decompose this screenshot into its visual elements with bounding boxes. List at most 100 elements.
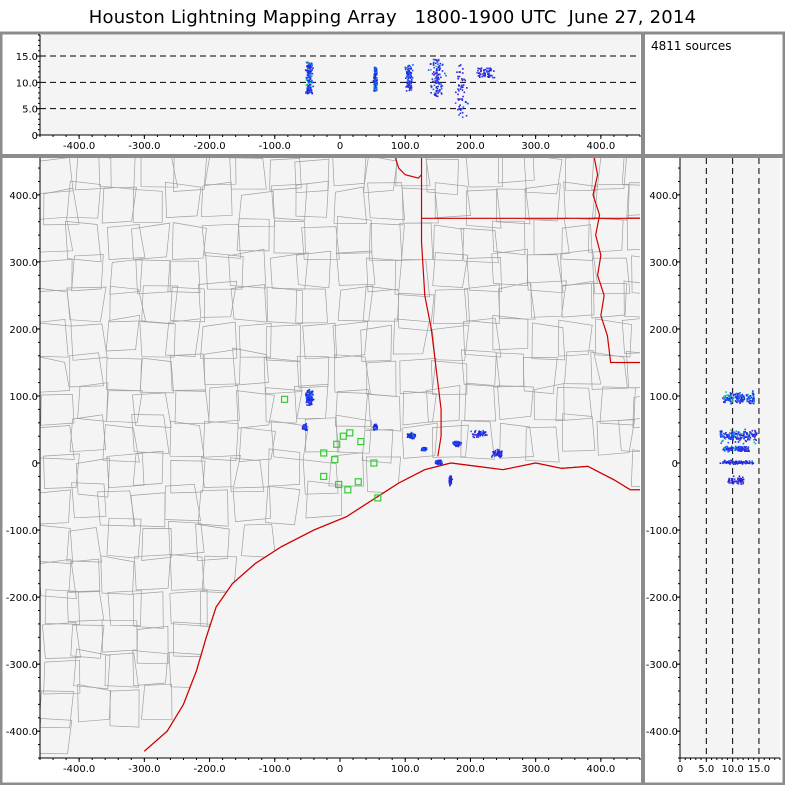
county-outline [497, 158, 535, 184]
lightning-source-point [457, 99, 460, 101]
lightning-source-point [435, 68, 438, 70]
lightning-source-point [410, 436, 413, 439]
y-tick-label: 15.0 [16, 52, 38, 63]
lightning-source-point [729, 399, 731, 402]
lightning-source-point [477, 434, 480, 437]
lightning-source-point [748, 438, 751, 441]
lightning-source-point [725, 462, 727, 465]
lightning-source-point [434, 82, 437, 84]
lightning-source-point [309, 75, 312, 78]
right-reference-lines [705, 158, 760, 758]
lightning-source-point [485, 70, 488, 72]
lightning-source-point [749, 395, 751, 397]
x-tick-label: -100.0 [259, 141, 291, 152]
county-outline [205, 252, 244, 290]
lightning-source-point [479, 431, 482, 433]
county-outline [101, 619, 138, 653]
y-tick-label: 300.0 [9, 258, 38, 269]
lightning-source-point [460, 86, 462, 88]
lightning-source-point [751, 433, 753, 435]
county-outline [269, 252, 309, 290]
lightning-source-point [749, 399, 752, 402]
lightning-source-point [305, 395, 308, 397]
lightning-source-point [490, 69, 492, 72]
lightning-source-point [307, 85, 310, 87]
map-axes: -400.0 -300.0 -200.0 -100.0 0 100.0 200.0 300.0… [6, 158, 641, 775]
lightning-source-point [739, 402, 741, 404]
lightning-source-point [734, 432, 737, 435]
lightning-source-point [488, 73, 491, 76]
lightning-source-point [457, 88, 459, 90]
lightning-source-point [307, 399, 310, 402]
lightning-source-point [740, 447, 742, 450]
lightning-source-point [305, 69, 308, 72]
lightning-source-point [730, 436, 732, 439]
lightning-source-point [450, 482, 453, 485]
lightning-source-point [482, 74, 485, 77]
lightning-source-point [307, 76, 309, 79]
source-count-box [645, 35, 781, 154]
lightning-source-point [437, 63, 439, 65]
lightning-source-point [733, 462, 736, 464]
lightning-source-point [739, 434, 741, 437]
altitude-sources [304, 58, 496, 118]
lightning-source-point [307, 92, 310, 94]
county-outline [170, 460, 206, 494]
lightning-source-point [425, 447, 428, 450]
county-outline [526, 254, 564, 294]
lightning-source-point [435, 86, 438, 88]
lightning-source-point [311, 92, 313, 94]
lightning-source-point [738, 448, 741, 450]
county-outline [66, 527, 103, 563]
lightning-source-point [437, 66, 439, 69]
lightning-source-point [308, 67, 311, 70]
lightning-source-point [408, 89, 411, 92]
lightning-source-point [481, 434, 484, 437]
county-outline [66, 180, 102, 219]
lightning-source-point [310, 396, 313, 398]
lightning-source-point [747, 450, 750, 452]
lightning-source-point [374, 77, 376, 80]
lightning-source-point [484, 431, 487, 433]
county-outline [332, 321, 369, 359]
lightning-source-point [412, 64, 414, 66]
lightning-source-point [740, 397, 743, 400]
lightning-source-point [301, 426, 304, 428]
lightning-source-point [754, 431, 757, 434]
lightning-source-point [746, 436, 748, 438]
lightning-source-point [308, 62, 310, 65]
lightning-source-point [734, 433, 737, 436]
lightning-source-point [753, 397, 755, 400]
lightning-source-point [306, 89, 309, 91]
lightning-source-point [723, 449, 726, 451]
altitude-vs-east-west-panel: -400.0 -300.0 -200.0 -100.0 0 100.0 200.0 300.0… [16, 34, 641, 152]
county-outline [135, 259, 171, 295]
lightning-source-point [747, 393, 749, 396]
lightning-source-point [304, 427, 307, 430]
lightning-source-point [305, 394, 308, 396]
station-marker [320, 472, 328, 481]
lightning-source-point [734, 463, 737, 465]
lightning-source-point [737, 449, 739, 452]
station-marker [320, 449, 328, 457]
x-tick-label: -400.0 [63, 764, 95, 775]
county-outline [229, 158, 267, 190]
lightning-source-point [459, 108, 461, 110]
lightning-source-point [309, 64, 312, 67]
lightning-source-point [493, 76, 496, 79]
texas-louisiana-border [420, 158, 442, 457]
lightning-source-point [729, 432, 731, 434]
lightning-source-point [410, 432, 412, 435]
county-outline [265, 485, 301, 526]
x-tick-label: 15.0 [748, 764, 770, 775]
county-outline [170, 353, 206, 392]
lightning-source-point [461, 107, 463, 110]
lightning-source-point [490, 74, 492, 77]
lightning-source-point [310, 91, 312, 93]
county-outline [392, 318, 430, 355]
lightning-source-point [733, 478, 736, 481]
lightning-source-point [741, 394, 744, 397]
lightning-source-point [743, 435, 745, 438]
lightning-source-point [406, 74, 409, 77]
